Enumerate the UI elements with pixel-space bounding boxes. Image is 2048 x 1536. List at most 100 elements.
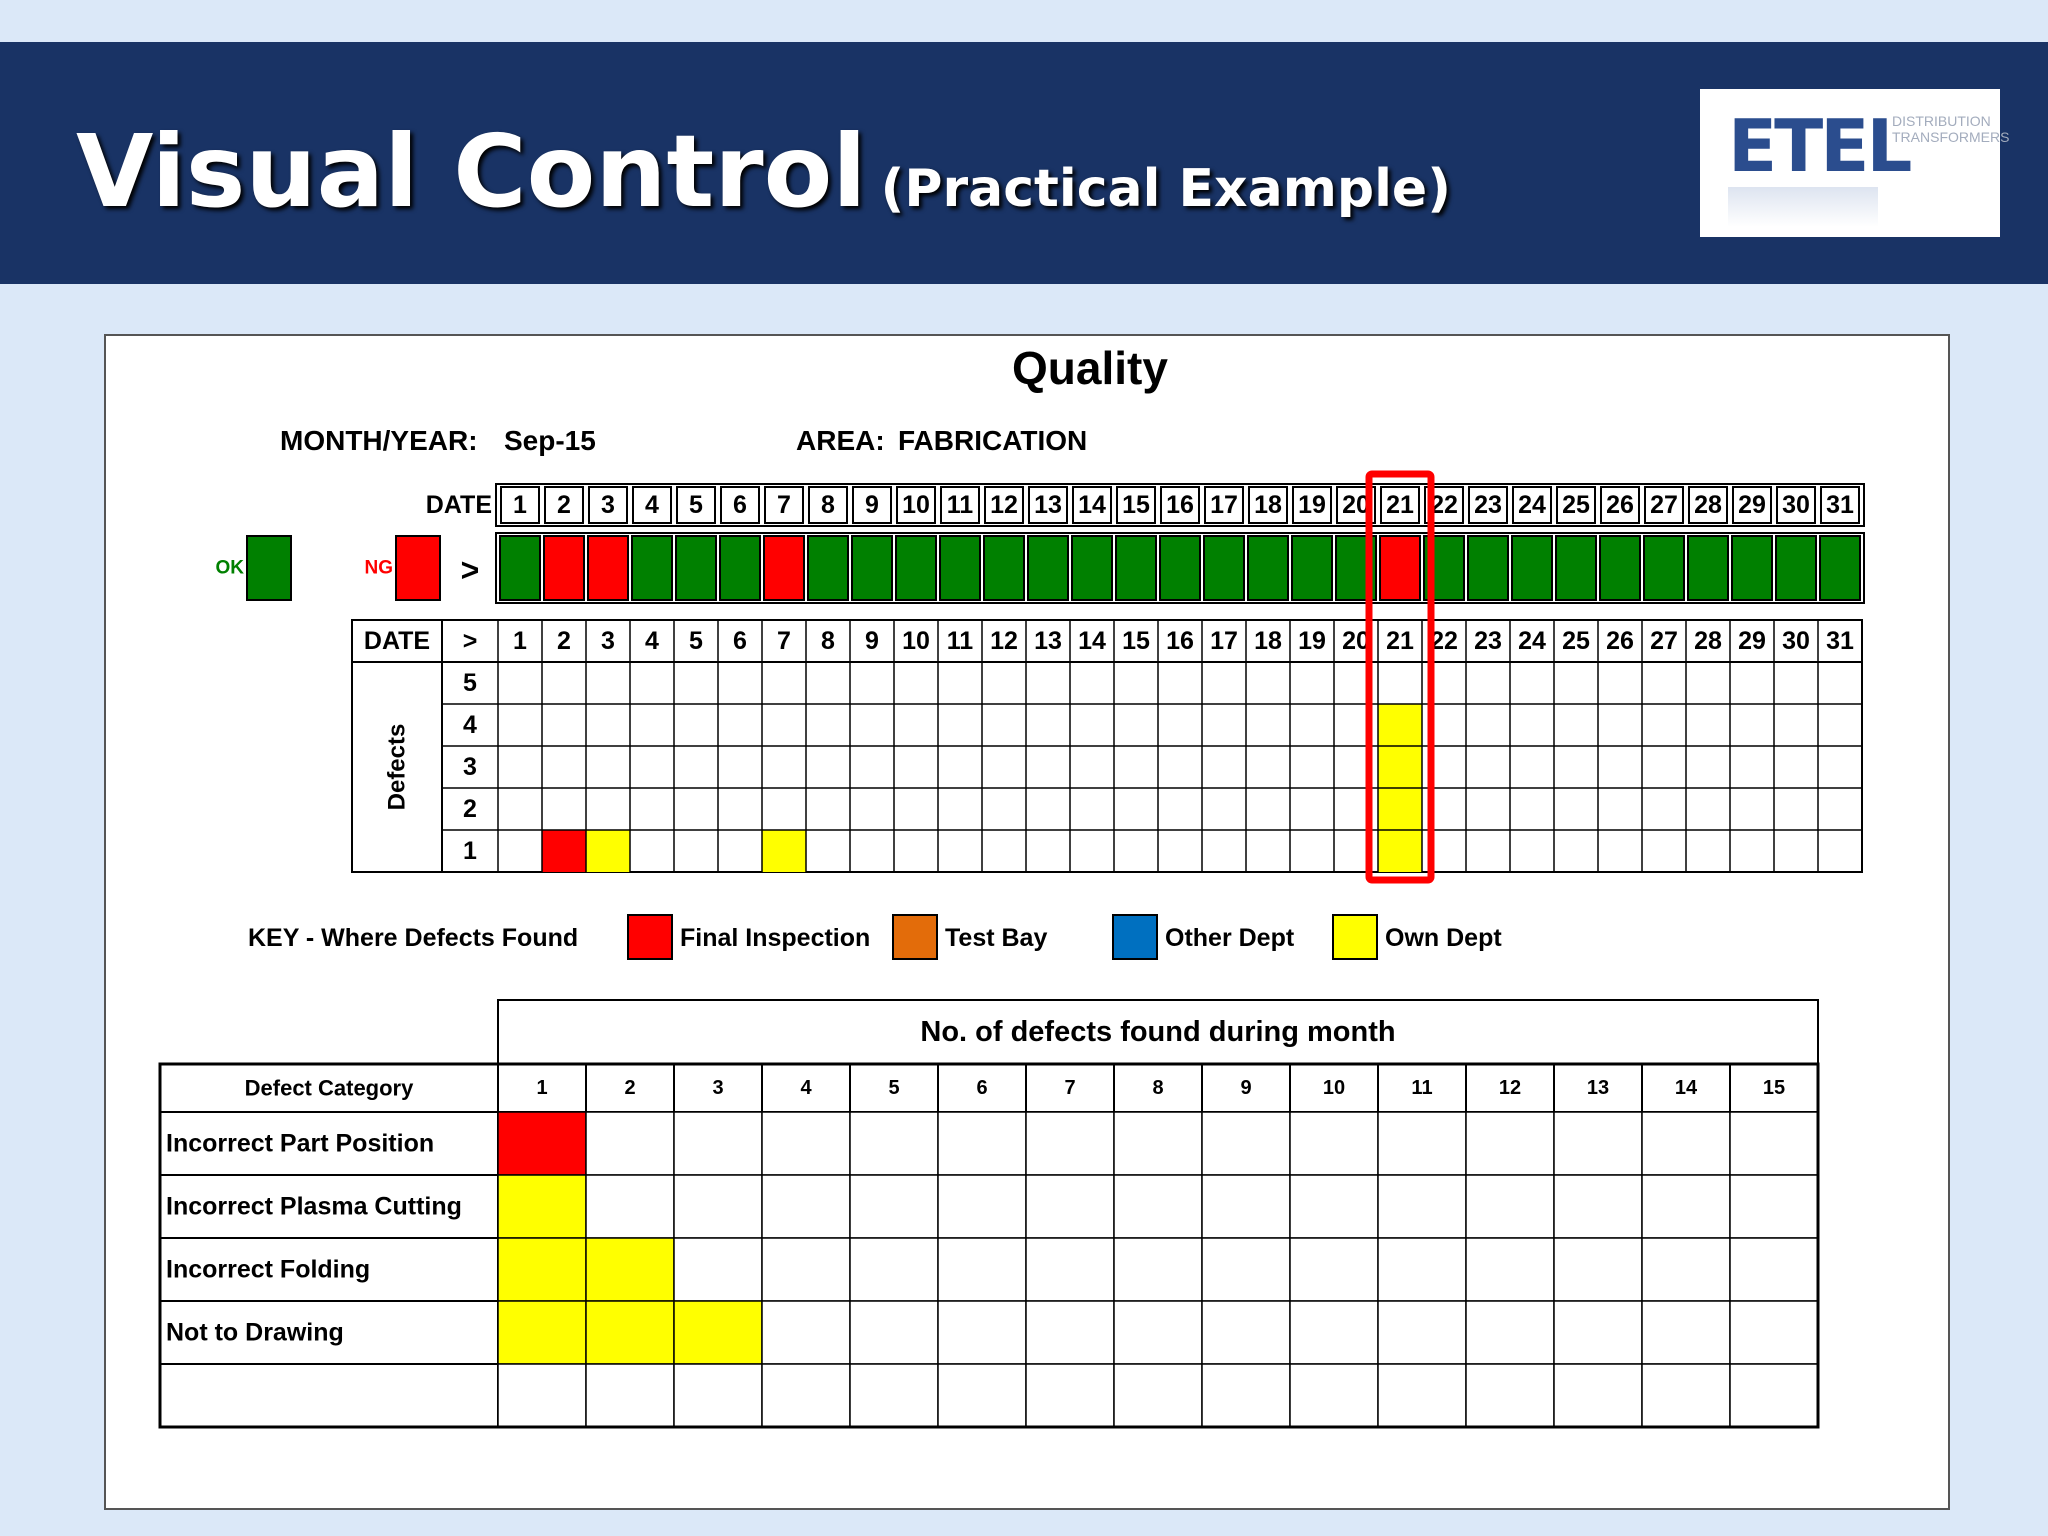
status-cell [1115, 535, 1157, 601]
defect-summary-table: No. of defects found during month Defect … [158, 999, 1820, 1429]
summary-cell [1025, 1300, 1115, 1365]
summary-cell [937, 1363, 1027, 1428]
slide-title: Visual Control (Practical Example) [76, 112, 1451, 249]
summary-cell [1377, 1111, 1467, 1176]
status-cell [895, 535, 937, 601]
defects-date-number: 11 [947, 627, 974, 655]
defects-date-number: 4 [645, 627, 659, 655]
status-cell [1555, 535, 1597, 601]
summary-cell [1465, 1111, 1555, 1176]
defect-level-label: 2 [463, 795, 477, 823]
ok-legend-swatch [246, 535, 292, 601]
date-header-cell [808, 486, 848, 524]
summary-column-header-cell [849, 1063, 939, 1113]
summary-column-header: 4 [800, 1077, 812, 1099]
date-header-number: 3 [601, 491, 615, 519]
summary-column-header-cell [1729, 1063, 1819, 1113]
date-header-cell [1292, 486, 1332, 524]
date-header-cell [632, 486, 672, 524]
status-cell [763, 535, 805, 601]
defects-date-number: 12 [990, 627, 1018, 655]
status-cell [1071, 535, 1113, 601]
summary-cell [937, 1300, 1027, 1365]
defects-date-number: 23 [1474, 627, 1502, 655]
summary-defect-mark [497, 1174, 587, 1239]
summary-cell [849, 1237, 939, 1302]
board-heading: Quality [1012, 342, 1168, 394]
date-header-cell [1204, 486, 1244, 524]
summary-column-header-cell [1025, 1063, 1115, 1113]
summary-cell [673, 1174, 763, 1239]
summary-cell [761, 1363, 851, 1428]
defects-arrow: > [463, 627, 478, 655]
date-header-number: 20 [1342, 491, 1370, 519]
date-header-cell [940, 486, 980, 524]
status-date-grid: DATE 1 2 3 4 5 6 7 8 9 10 11 12 13 14 15 16 17 18 19 20 21 22 2… [216, 483, 1865, 604]
summary-cell [849, 1300, 939, 1365]
summary-cell [1377, 1300, 1467, 1365]
summary-cell [1113, 1174, 1203, 1239]
category-cell [159, 1111, 499, 1176]
logo-reflection [1728, 187, 1878, 227]
ok-legend-label: OK [216, 558, 245, 579]
date-header-number: 16 [1166, 491, 1194, 519]
date-header-number: 6 [733, 491, 747, 519]
summary-cell [1641, 1363, 1731, 1428]
summary-cell [1113, 1363, 1203, 1428]
summary-cell [1465, 1237, 1555, 1302]
defects-date-number: 6 [733, 627, 747, 655]
date-header-number: 14 [1078, 491, 1106, 519]
summary-cell [673, 1363, 763, 1428]
summary-cell [1289, 1237, 1379, 1302]
summary-cell [1201, 1111, 1291, 1176]
summary-column-header: 11 [1411, 1077, 1432, 1099]
date-header-cell [1820, 486, 1860, 524]
category-name: Incorrect Folding [166, 1256, 370, 1284]
summary-cell [1377, 1174, 1467, 1239]
summary-cell [849, 1111, 939, 1176]
key-swatch-final-inspection [627, 914, 673, 960]
status-cell [631, 535, 673, 601]
defects-date-number: 21 [1386, 627, 1414, 655]
status-cell [1599, 535, 1641, 601]
status-cell [1203, 535, 1245, 601]
summary-cell [1025, 1111, 1115, 1176]
defect-level-label: 3 [463, 753, 477, 781]
date-header-number: 23 [1474, 491, 1502, 519]
defects-date-number: 13 [1034, 627, 1062, 655]
summary-column-header: 15 [1763, 1077, 1785, 1099]
area-label: AREA: [796, 425, 885, 456]
status-arrow: > [461, 552, 480, 588]
defects-date-number: 30 [1782, 627, 1810, 655]
summary-cell [1465, 1363, 1555, 1428]
summary-defect-mark [585, 1237, 675, 1302]
defects-date-number: 19 [1298, 627, 1326, 655]
summary-column-header: 14 [1675, 1077, 1698, 1099]
summary-column-header: 6 [976, 1077, 987, 1099]
defects-date-number: 8 [821, 627, 835, 655]
date-header-cell [1072, 486, 1112, 524]
summary-title-cell [497, 999, 1819, 1065]
summary-cell [1025, 1363, 1115, 1428]
date-header-number: 24 [1518, 491, 1546, 519]
summary-cell [1025, 1174, 1115, 1239]
summary-cell [1465, 1174, 1555, 1239]
category-header-cell [159, 1063, 499, 1113]
highlight-overlay [1365, 470, 1435, 884]
summary-column-header: 8 [1152, 1077, 1163, 1099]
summary-column-header: 13 [1587, 1077, 1609, 1099]
date-header-cell [852, 486, 892, 524]
date-header-cell [1248, 486, 1288, 524]
status-cell [1467, 535, 1509, 601]
status-cell [587, 535, 629, 601]
defect-mark [586, 830, 630, 872]
summary-cell [673, 1111, 763, 1176]
defects-date-number: 22 [1430, 627, 1458, 655]
status-cell [1643, 535, 1685, 601]
date-header-number: 31 [1826, 491, 1854, 519]
date-header-number: 10 [902, 491, 930, 519]
summary-cell [1729, 1111, 1819, 1176]
status-cell [675, 535, 717, 601]
defects-date-number: 3 [601, 627, 615, 655]
defects-date-number: 2 [557, 627, 571, 655]
